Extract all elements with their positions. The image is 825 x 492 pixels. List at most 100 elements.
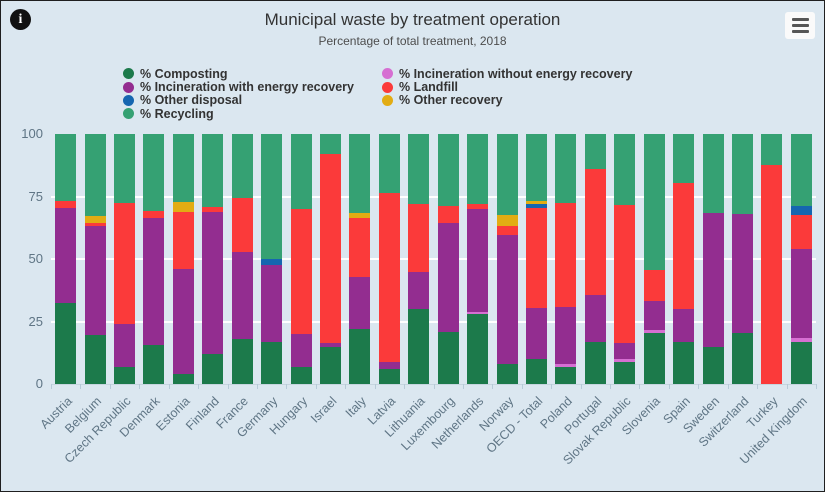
segment-portugal-recycling[interactable] bbox=[584, 133, 606, 169]
context-menu-button[interactable] bbox=[785, 12, 815, 39]
segment-belgium-composting[interactable] bbox=[84, 335, 106, 384]
segment-slovenia-recycling[interactable] bbox=[643, 133, 665, 271]
segment-oecd-total-composting[interactable] bbox=[525, 359, 547, 384]
segment-oecd-total-other-recovery[interactable] bbox=[525, 201, 547, 204]
segment-germany-recycling[interactable] bbox=[261, 133, 283, 259]
segment-denmark-landfill[interactable] bbox=[143, 211, 165, 218]
segment-poland-recycling[interactable] bbox=[555, 133, 577, 203]
segment-united-kingdom-landfill[interactable] bbox=[790, 215, 812, 249]
segment-hungary-landfill[interactable] bbox=[290, 209, 312, 334]
segment-spain-landfill[interactable] bbox=[673, 182, 695, 309]
segment-finland-composting[interactable] bbox=[202, 354, 224, 384]
segment-israel-recycling[interactable] bbox=[320, 133, 342, 154]
segment-denmark-composting[interactable] bbox=[143, 345, 165, 384]
segment-austria-recycling[interactable] bbox=[55, 133, 77, 202]
segment-turkey-landfill[interactable] bbox=[761, 165, 783, 384]
segment-estonia-incineration-with[interactable] bbox=[172, 269, 194, 374]
segment-italy-composting[interactable] bbox=[349, 329, 371, 384]
segment-hungary-composting[interactable] bbox=[290, 366, 312, 384]
segment-hungary-incineration-with[interactable] bbox=[290, 334, 312, 367]
segment-czech-republic-composting[interactable] bbox=[114, 366, 136, 384]
segment-israel-incineration-with[interactable] bbox=[320, 342, 342, 347]
segment-netherlands-composting[interactable] bbox=[467, 314, 489, 384]
segment-slovenia-landfill[interactable] bbox=[643, 270, 665, 302]
segment-spain-recycling[interactable] bbox=[673, 133, 695, 183]
legend-item-composting[interactable]: % Composting bbox=[123, 67, 354, 81]
segment-latvia-incineration-with[interactable] bbox=[378, 361, 400, 369]
segment-estonia-recycling[interactable] bbox=[172, 134, 194, 202]
segment-austria-landfill[interactable] bbox=[55, 201, 77, 208]
segment-belgium-landfill[interactable] bbox=[84, 222, 106, 227]
segment-slovak-republic-incineration-without[interactable] bbox=[614, 359, 636, 362]
segment-poland-incineration-without[interactable] bbox=[555, 364, 577, 367]
segment-france-landfill[interactable] bbox=[231, 197, 253, 252]
segment-norway-recycling[interactable] bbox=[496, 133, 518, 216]
segment-slovenia-composting[interactable] bbox=[643, 332, 665, 384]
segment-switzerland-composting[interactable] bbox=[731, 332, 753, 384]
segment-estonia-composting[interactable] bbox=[172, 374, 194, 384]
segment-hungary-recycling[interactable] bbox=[290, 134, 312, 209]
segment-lithuania-composting[interactable] bbox=[408, 309, 430, 384]
segment-united-kingdom-composting[interactable] bbox=[790, 341, 812, 384]
info-button[interactable]: i bbox=[10, 9, 31, 30]
segment-switzerland-incineration-with[interactable] bbox=[731, 213, 753, 333]
segment-latvia-landfill[interactable] bbox=[378, 192, 400, 362]
segment-united-kingdom-recycling[interactable] bbox=[790, 133, 812, 207]
segment-denmark-incineration-with[interactable] bbox=[143, 217, 165, 346]
segment-luxembourg-composting[interactable] bbox=[437, 331, 459, 384]
segment-belgium-incineration-with[interactable] bbox=[84, 226, 106, 336]
segment-czech-republic-landfill[interactable] bbox=[114, 202, 136, 324]
legend-item-landfill[interactable]: % Landfill bbox=[382, 80, 632, 94]
segment-norway-landfill[interactable] bbox=[496, 226, 518, 236]
segment-slovak-republic-composting[interactable] bbox=[614, 361, 636, 384]
segment-switzerland-recycling[interactable] bbox=[731, 133, 753, 214]
segment-norway-incineration-with[interactable] bbox=[496, 235, 518, 364]
segment-portugal-landfill[interactable] bbox=[584, 168, 606, 296]
segment-norway-composting[interactable] bbox=[496, 364, 518, 384]
segment-united-kingdom-incineration-with[interactable] bbox=[790, 248, 812, 338]
segment-israel-landfill[interactable] bbox=[320, 153, 342, 343]
segment-slovak-republic-recycling[interactable] bbox=[614, 133, 636, 206]
segment-lithuania-recycling[interactable] bbox=[408, 134, 430, 204]
segment-italy-incineration-with[interactable] bbox=[349, 276, 371, 329]
segment-france-recycling[interactable] bbox=[231, 133, 253, 198]
segment-latvia-composting[interactable] bbox=[378, 369, 400, 384]
segment-oecd-total-recycling[interactable] bbox=[525, 133, 547, 202]
segment-slovak-republic-incineration-with[interactable] bbox=[614, 342, 636, 359]
segment-lithuania-landfill[interactable] bbox=[408, 204, 430, 272]
segment-italy-other-recovery[interactable] bbox=[349, 212, 371, 218]
segment-sweden-incineration-with[interactable] bbox=[702, 212, 724, 347]
segment-sweden-recycling[interactable] bbox=[702, 133, 724, 213]
segment-spain-composting[interactable] bbox=[673, 341, 695, 384]
segment-germany-incineration-with[interactable] bbox=[261, 265, 283, 342]
segment-united-kingdom-incineration-without[interactable] bbox=[790, 337, 812, 342]
segment-oecd-total-other-disposal[interactable] bbox=[525, 203, 547, 208]
segment-denmark-recycling[interactable] bbox=[143, 133, 165, 212]
legend-item-other-disposal[interactable]: % Other disposal bbox=[123, 93, 354, 107]
segment-latvia-recycling[interactable] bbox=[378, 133, 400, 193]
segment-luxembourg-landfill[interactable] bbox=[437, 206, 459, 223]
legend-item-incineration-without[interactable]: % Incineration without energy recovery bbox=[382, 67, 632, 81]
segment-belgium-recycling[interactable] bbox=[84, 133, 106, 217]
segment-israel-composting[interactable] bbox=[320, 346, 342, 384]
segment-netherlands-landfill[interactable] bbox=[467, 204, 489, 209]
segment-germany-composting[interactable] bbox=[261, 341, 283, 384]
segment-france-incineration-with[interactable] bbox=[231, 251, 253, 339]
segment-czech-republic-recycling[interactable] bbox=[114, 133, 136, 203]
segment-slovak-republic-landfill[interactable] bbox=[614, 205, 636, 343]
segment-sweden-composting[interactable] bbox=[702, 346, 724, 384]
segment-france-composting[interactable] bbox=[231, 339, 253, 384]
segment-czech-republic-incineration-with[interactable] bbox=[114, 324, 136, 367]
segment-belgium-other-recovery[interactable] bbox=[84, 216, 106, 223]
segment-germany-other-disposal[interactable] bbox=[261, 258, 283, 266]
segment-netherlands-incineration-with[interactable] bbox=[467, 209, 489, 312]
segment-poland-composting[interactable] bbox=[555, 366, 577, 384]
segment-italy-recycling[interactable] bbox=[349, 133, 371, 213]
segment-portugal-composting[interactable] bbox=[584, 341, 606, 384]
segment-austria-incineration-with[interactable] bbox=[55, 207, 77, 303]
segment-turkey-recycling[interactable] bbox=[761, 133, 783, 166]
segment-luxembourg-incineration-with[interactable] bbox=[437, 222, 459, 332]
segment-finland-incineration-with[interactable] bbox=[202, 211, 224, 354]
segment-norway-other-recovery[interactable] bbox=[496, 215, 518, 227]
segment-finland-recycling[interactable] bbox=[202, 134, 224, 207]
